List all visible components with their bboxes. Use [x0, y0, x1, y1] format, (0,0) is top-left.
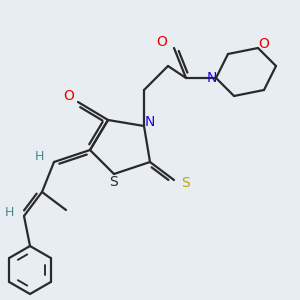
Text: O: O [157, 35, 167, 49]
Text: N: N [145, 115, 155, 128]
Text: S: S [110, 175, 118, 188]
Text: S: S [182, 176, 190, 190]
Text: H: H [34, 149, 44, 163]
Text: N: N [206, 71, 217, 85]
Text: O: O [64, 89, 74, 103]
Text: O: O [259, 37, 269, 50]
Text: H: H [4, 206, 14, 220]
